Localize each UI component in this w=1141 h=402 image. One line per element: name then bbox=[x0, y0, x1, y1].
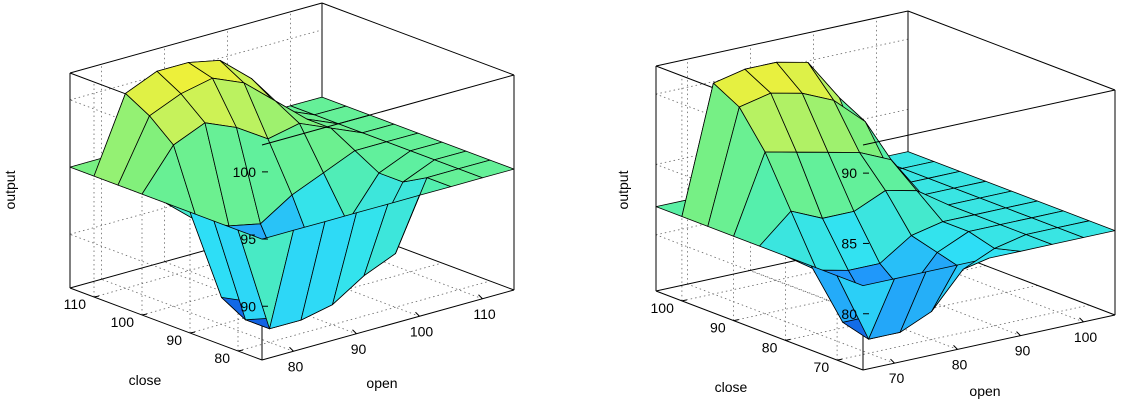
z-tick-label-1: 85 bbox=[841, 235, 857, 251]
box-edge-front-2 bbox=[321, 2, 515, 76]
floor-grid-x-0 bbox=[687, 283, 895, 364]
x-tick-mark-1 bbox=[953, 345, 958, 350]
x-tick-mark-0 bbox=[289, 346, 294, 352]
box-edge-back-6 bbox=[69, 2, 323, 74]
z-tick-label-2: 90 bbox=[841, 165, 857, 181]
x-tick-label-0: 70 bbox=[889, 370, 905, 386]
surface-cell-0-7 bbox=[458, 159, 515, 179]
box-edge-back-1 bbox=[655, 290, 864, 371]
z-axis-label: output bbox=[615, 170, 631, 209]
x-tick-label-1: 90 bbox=[351, 341, 367, 357]
y-tick-label-1: 90 bbox=[166, 332, 182, 348]
y-tick-mark-3 bbox=[93, 295, 100, 298]
x-tick-label-2: 90 bbox=[1015, 343, 1031, 359]
y-tick-mark-2 bbox=[733, 319, 739, 322]
x-axis-label: open bbox=[366, 375, 397, 391]
x-tick-mark-0 bbox=[890, 358, 895, 364]
z-tick-label-0: 90 bbox=[240, 298, 256, 314]
box-edge-back-1 bbox=[69, 287, 263, 361]
y-tick-label-0: 80 bbox=[214, 350, 230, 366]
x-tick-mark-3 bbox=[1079, 317, 1084, 323]
x-tick-label-2: 100 bbox=[410, 323, 434, 339]
box-edge-front-2 bbox=[907, 10, 1116, 91]
surface-cell-0-7 bbox=[1057, 220, 1116, 238]
x-tick-mark-3 bbox=[478, 294, 483, 300]
y-tick-mark-3 bbox=[681, 299, 687, 302]
y-tick-label-1: 80 bbox=[762, 339, 778, 355]
z-axis-label: output bbox=[2, 170, 18, 209]
x-tick-label-1: 80 bbox=[952, 356, 968, 372]
z-tick-label-0: 80 bbox=[841, 306, 857, 322]
box-edge-back-7 bbox=[261, 289, 515, 361]
z-tick-label-2: 100 bbox=[233, 164, 257, 180]
x-axis-label: open bbox=[969, 383, 1000, 399]
x-tick-label-0: 80 bbox=[288, 358, 304, 374]
sidewall-grid-z-0 bbox=[655, 234, 864, 315]
y-tick-mark-1 bbox=[785, 338, 791, 341]
x-tick-mark-2 bbox=[1016, 331, 1021, 336]
box-edge-back-6 bbox=[655, 10, 909, 67]
y-tick-mark-0 bbox=[237, 349, 244, 352]
y-tick-label-3: 110 bbox=[64, 296, 87, 312]
y-tick-mark-0 bbox=[837, 358, 843, 361]
y-tick-label-0: 70 bbox=[814, 359, 830, 375]
surface-plot-right: 80 85 90 70 80 90 100 70 80 90 100 open close output bbox=[615, 10, 1116, 399]
y-axis-label: close bbox=[129, 372, 162, 388]
surface-plot-left: 90 95 100 80 90 100 110 80 90 100 110 open close outp… bbox=[2, 2, 515, 391]
z-tick-label-1: 95 bbox=[240, 231, 256, 247]
x-tick-label-3: 100 bbox=[1074, 329, 1098, 345]
y-tick-label-2: 100 bbox=[111, 314, 135, 330]
box-edge-front-1 bbox=[862, 89, 1116, 146]
x-tick-mark-2 bbox=[415, 311, 420, 317]
y-axis-label: close bbox=[715, 379, 748, 395]
y-tick-label-3: 100 bbox=[651, 300, 675, 316]
x-tick-mark-1 bbox=[352, 329, 357, 335]
box-edge-back-7 bbox=[862, 314, 1116, 371]
x-tick-label-3: 110 bbox=[473, 306, 496, 322]
floor-grid-y-0 bbox=[237, 280, 491, 352]
y-tick-label-2: 90 bbox=[710, 320, 726, 336]
y-tick-mark-1 bbox=[189, 331, 196, 334]
box-edge-front-1 bbox=[261, 74, 515, 146]
floor-grid-x-1 bbox=[750, 270, 958, 350]
y-tick-mark-2 bbox=[141, 313, 148, 316]
